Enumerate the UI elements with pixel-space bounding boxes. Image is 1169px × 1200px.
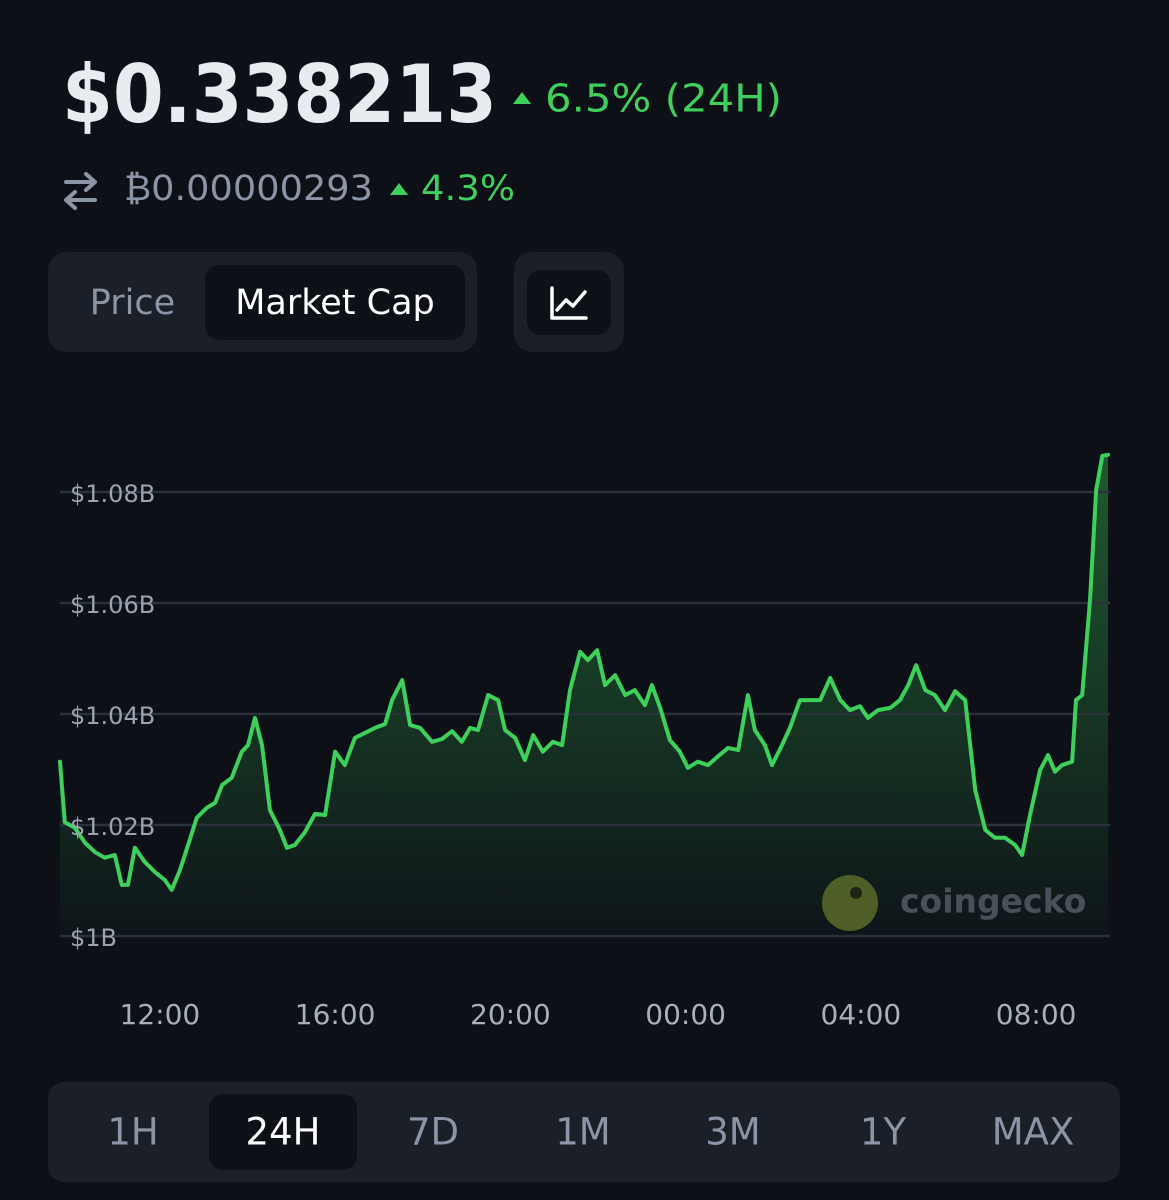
x-tick-label: 12:00	[120, 998, 201, 1031]
swap-icon	[64, 172, 97, 210]
active-tab-bg	[205, 265, 465, 340]
line-chart-icon	[550, 286, 588, 320]
range-button[interactable]: 1H	[107, 1111, 158, 1154]
x-tick-label: 00:00	[645, 998, 726, 1031]
y-tick-label: $1B	[70, 924, 117, 952]
range-button[interactable]: MAX	[992, 1111, 1075, 1154]
price-change: 6.5% (24H)	[545, 77, 782, 121]
range-button[interactable]: 3M	[705, 1111, 760, 1154]
x-tick-label: 20:00	[470, 998, 551, 1031]
range-button[interactable]: 24H	[246, 1111, 321, 1154]
line	[58, 452, 1110, 892]
watermark-logo	[822, 875, 878, 931]
btc-change: 4.3%	[421, 169, 515, 209]
y-tick-label: $1.08B	[70, 480, 155, 508]
tab-label[interactable]: Market Cap	[235, 283, 435, 323]
x-tick-label: 04:00	[821, 998, 902, 1031]
up-arrow	[390, 183, 408, 195]
up-arrow	[513, 92, 531, 104]
range-button[interactable]: 1M	[555, 1111, 610, 1154]
active-range-bg	[209, 1094, 357, 1170]
range-button[interactable]: 7D	[407, 1111, 459, 1154]
tab-label[interactable]: Price	[90, 283, 175, 323]
price: $0.338213	[62, 48, 497, 141]
watermark-logo-eye	[850, 887, 862, 899]
x-tick-label: 08:00	[996, 998, 1077, 1031]
btc-price: ₿0.00000293	[124, 169, 373, 209]
x-tick-label: 16:00	[295, 998, 376, 1031]
y-tick-label: $1.02B	[70, 813, 155, 841]
y-tick-label: $1.06B	[70, 591, 155, 619]
y-tick-label: $1.04B	[70, 702, 155, 730]
range-button[interactable]: 1Y	[860, 1111, 907, 1154]
watermark: coingecko	[900, 882, 1086, 921]
